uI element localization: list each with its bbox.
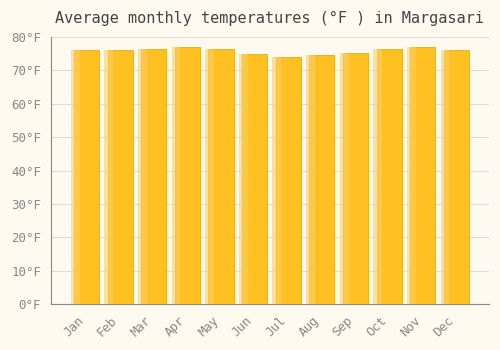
Bar <box>70 50 80 304</box>
Bar <box>172 47 180 304</box>
Bar <box>239 54 248 304</box>
Bar <box>175 47 200 304</box>
Bar <box>407 47 416 304</box>
Title: Average monthly temperatures (°F ) in Margasari: Average monthly temperatures (°F ) in Ma… <box>56 11 484 26</box>
Bar <box>343 53 368 304</box>
Bar <box>108 50 132 304</box>
Bar <box>310 55 334 304</box>
Bar <box>444 50 469 304</box>
Bar <box>340 53 348 304</box>
Bar <box>104 50 113 304</box>
Bar <box>410 47 436 304</box>
Bar <box>138 49 147 304</box>
Bar <box>205 49 214 304</box>
Bar <box>440 50 450 304</box>
Bar <box>74 50 99 304</box>
Bar <box>276 57 301 304</box>
Bar <box>374 49 382 304</box>
Bar <box>208 49 234 304</box>
Bar <box>376 49 402 304</box>
Bar <box>306 55 315 304</box>
Bar <box>242 54 267 304</box>
Bar <box>272 57 281 304</box>
Bar <box>141 49 167 304</box>
